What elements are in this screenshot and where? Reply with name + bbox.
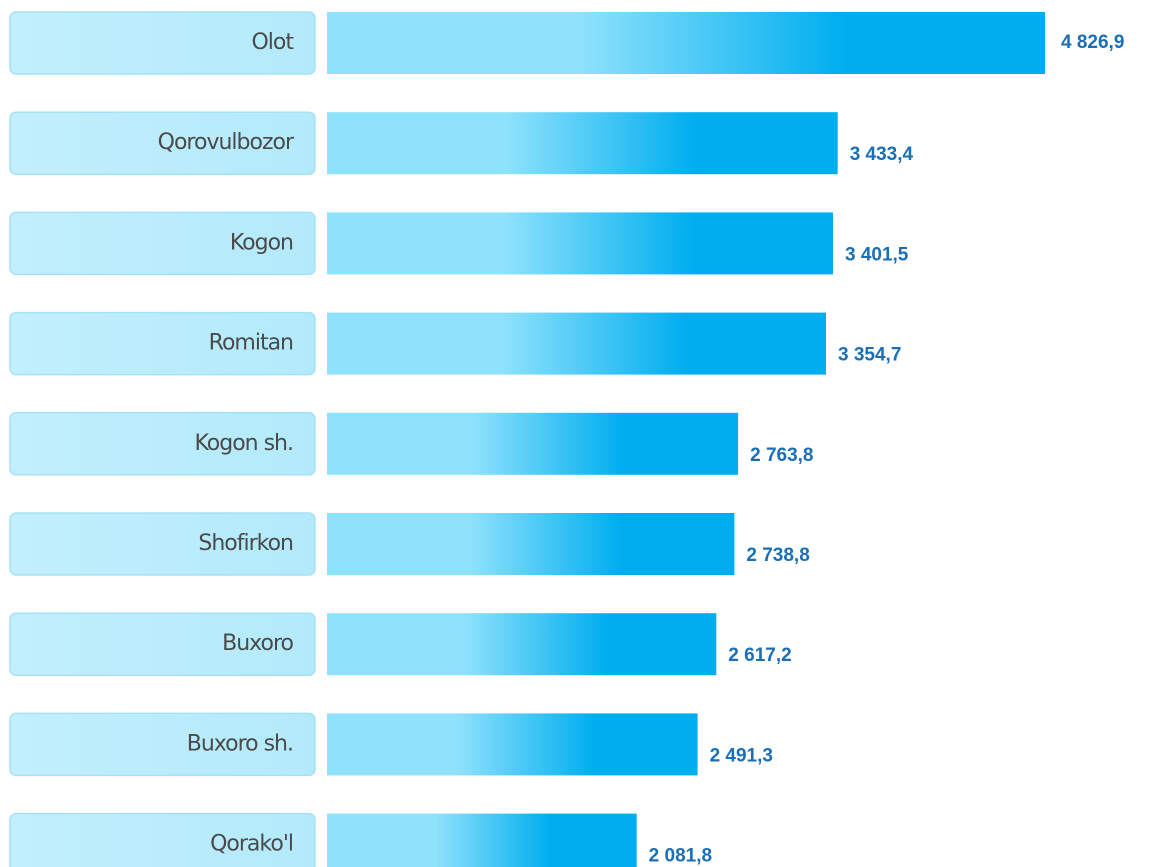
value-label: 2 491,3 [710,745,773,766]
value-label: 2 763,8 [750,445,813,466]
label-box [9,211,316,276]
bar [327,412,739,475]
label-box [9,712,316,777]
bar [327,513,735,575]
label-box [9,311,316,376]
value-label: 3 433,4 [850,144,914,165]
value-label: 2 617,2 [728,645,791,666]
bar [327,12,1045,74]
value-label: 3 354,7 [838,345,901,366]
label-box [9,612,316,676]
label-box [9,812,316,867]
category-label: Buxoro [222,631,293,656]
label-box [9,111,316,175]
bar [327,813,637,867]
value-label: 3 401,5 [845,244,909,265]
bar [327,112,838,175]
category-label: Romitan [209,331,293,356]
category-label: Buxoro sh. [187,731,293,756]
category-label: Qorovulbozor [158,130,295,155]
label-box [9,512,316,576]
bar [327,312,827,375]
category-label: Qorako'l [210,832,293,857]
category-label: Kogon sh. [194,431,293,456]
bar [327,713,698,776]
label-box [9,11,316,75]
bar [327,613,717,676]
value-label: 2 738,8 [746,545,809,566]
label-box [9,412,316,476]
category-label: Kogon [230,230,293,255]
category-label: Olot [251,30,294,55]
value-label: 2 081,8 [649,846,712,867]
bar [327,212,833,275]
category-label: Shofirkon [198,531,293,556]
value-label: 4 826,9 [1061,32,1124,53]
